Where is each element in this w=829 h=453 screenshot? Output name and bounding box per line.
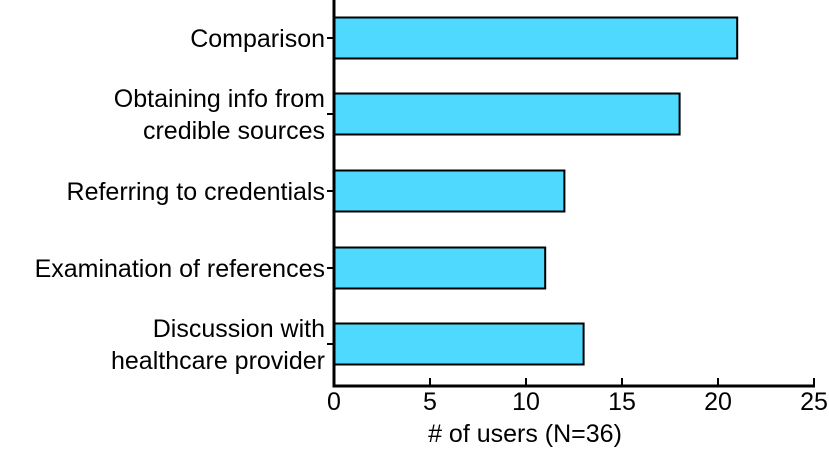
category-label-3: Referring to credentials — [67, 178, 325, 206]
x-ticks-group: 0 5 10 15 20 25 — [327, 378, 828, 416]
x-tick-label-5: 5 — [423, 388, 437, 416]
bar-1 — [333, 16, 739, 60]
category-label-line: Discussion with — [153, 315, 325, 343]
bars-group — [333, 16, 739, 366]
bar-4 — [333, 246, 547, 290]
x-tick-label-20: 20 — [704, 388, 732, 416]
category-label-2: Obtaining info from credible sources — [114, 85, 325, 145]
bar-5 — [333, 322, 585, 366]
category-label-line: healthcare provider — [111, 347, 325, 375]
bar-3 — [333, 169, 566, 213]
x-axis-title: # of users (N=36) — [428, 420, 622, 448]
category-label-line: Obtaining info from — [114, 85, 325, 113]
x-tick-label-25: 25 — [800, 388, 828, 416]
category-label-line: Referring to credentials — [67, 178, 325, 206]
category-label-line: credible sources — [143, 117, 325, 145]
category-label-4: Examination of references — [35, 255, 325, 283]
category-label-5: Discussion with healthcare provider — [111, 315, 325, 375]
category-label-line: Comparison — [190, 25, 325, 53]
x-tick-label-15: 15 — [608, 388, 636, 416]
axes-group — [327, 0, 815, 388]
x-tick-label-0: 0 — [327, 388, 341, 416]
category-label-line: Examination of references — [35, 255, 325, 283]
category-label-1: Comparison — [190, 25, 325, 53]
bar-2 — [333, 92, 681, 136]
x-tick-label-10: 10 — [512, 388, 540, 416]
category-labels: Comparison Obtaining info from credible so… — [35, 25, 325, 375]
